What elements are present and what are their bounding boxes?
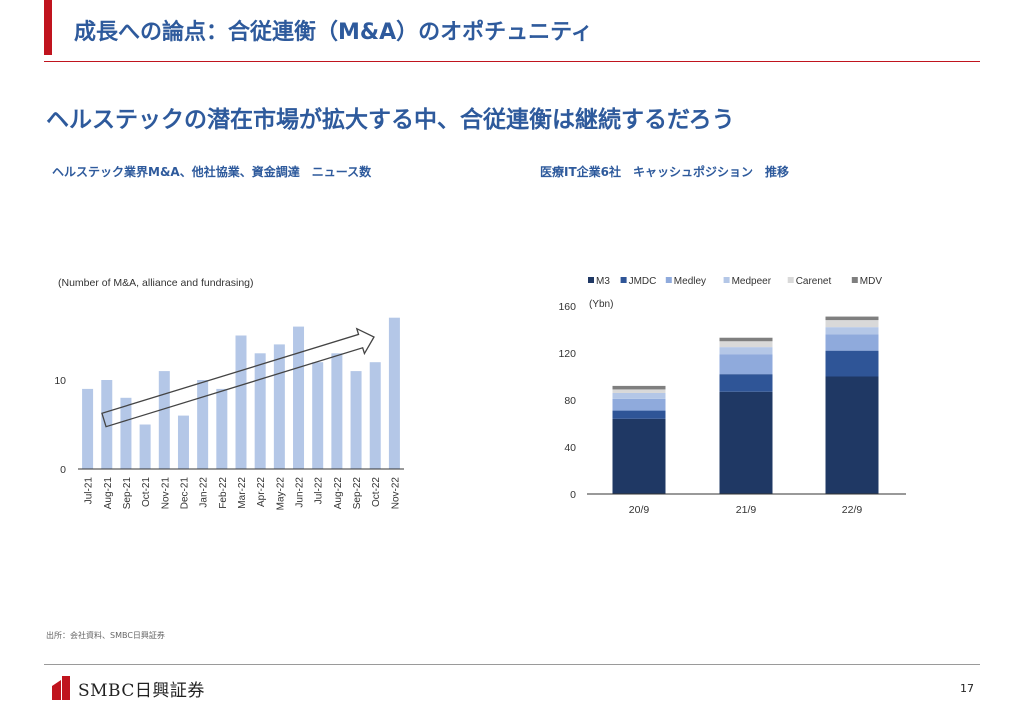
x-tick-label: 20/9 — [629, 504, 650, 516]
bar-segment-jmdc-20-9 — [612, 410, 666, 419]
x-tick-label: Apr-22 — [256, 477, 267, 507]
bar-jun-22 — [293, 326, 305, 469]
bar-jul-21 — [82, 388, 94, 469]
brand-logo: SMBC日興証券 — [52, 674, 205, 702]
bar-segment-m3-20-9 — [612, 418, 666, 494]
x-tick-label: Jun-22 — [295, 477, 306, 508]
y-tick-label: 0 — [60, 464, 66, 476]
bar-segment-mdv-22-9 — [825, 316, 879, 321]
legend-swatch-medpeer — [723, 277, 730, 283]
legend-label-jmdc: JMDC — [629, 276, 657, 287]
bar-segment-mdv-21-9 — [719, 337, 773, 342]
y-tick-label: 10 — [54, 375, 66, 387]
legend-swatch-mdv — [851, 277, 858, 283]
title-divider — [44, 61, 980, 62]
y-tick-label: 80 — [564, 395, 576, 407]
bar-segment-jmdc-21-9 — [719, 374, 773, 392]
bar-segment-medpeer-21-9 — [719, 347, 773, 355]
footer-divider — [44, 664, 980, 665]
legend-swatch-medley — [665, 277, 672, 283]
x-tick-label: Aug-22 — [333, 477, 344, 510]
bar-segment-m3-22-9 — [825, 376, 879, 494]
legend-label-medpeer: Medpeer — [732, 276, 772, 287]
bar-nov-22 — [388, 317, 400, 469]
bar-apr-22 — [254, 353, 266, 469]
bar-aug-21 — [101, 380, 113, 469]
legend-swatch-jmdc — [620, 277, 627, 283]
bar-sep-21 — [120, 397, 132, 469]
x-tick-label: Jan-22 — [199, 477, 210, 508]
legend-label-m3: M3 — [596, 276, 610, 287]
bar-segment-medpeer-22-9 — [825, 327, 879, 335]
bar-segment-carenet-22-9 — [825, 320, 879, 328]
slide-title: 成長への論点：合従連衡（M&A）のオポチュニティ — [74, 20, 593, 45]
title-accent-bar — [44, 0, 52, 55]
brand-mark-icon — [52, 676, 70, 700]
x-tick-label: 22/9 — [842, 504, 863, 516]
bar-oct-21 — [139, 424, 151, 469]
y-tick-label: 40 — [564, 442, 576, 454]
legend-swatch-m3 — [588, 277, 594, 283]
bar-nov-21 — [158, 371, 170, 469]
x-tick-label: May-22 — [275, 477, 286, 511]
legend-swatch-carenet — [787, 277, 794, 283]
bar-segment-jmdc-22-9 — [825, 350, 879, 377]
bar-aug-22 — [331, 353, 343, 469]
x-tick-label: Oct-22 — [371, 477, 382, 507]
slide-headline: ヘルステックの潜在市場が拡大する中、合従連衡は継続するだろう — [46, 107, 735, 133]
bar-segment-carenet-20-9 — [612, 389, 666, 393]
bar-jul-22 — [312, 362, 324, 469]
bar-sep-22 — [350, 371, 362, 469]
right-chart-unit: (Ybn) — [589, 299, 613, 310]
source-note: 出所：会社資料、SMBC日興証券 — [46, 631, 165, 640]
bar-segment-medley-21-9 — [719, 354, 773, 375]
bar-segment-medley-20-9 — [612, 398, 666, 411]
bar-feb-22 — [216, 388, 228, 469]
y-tick-label: 160 — [558, 301, 576, 313]
x-tick-label: Sep-21 — [122, 477, 133, 510]
x-tick-label: Jul-21 — [84, 477, 95, 505]
bar-segment-carenet-21-9 — [719, 341, 773, 348]
bar-dec-21 — [177, 415, 189, 469]
left-chart-subtitle: ヘルステック業界M&A、他社協業、資金調達 ニュース数 — [52, 165, 372, 179]
page-number: 17 — [960, 682, 974, 695]
right-chart-subtitle: 医療IT企業6社 キャッシュポジション 推移 — [540, 165, 790, 179]
legend-label-medley: Medley — [674, 276, 706, 287]
x-tick-label: 21/9 — [736, 504, 757, 516]
x-tick-label: Nov-21 — [160, 477, 171, 510]
x-tick-label: Oct-21 — [141, 477, 152, 507]
legend-label-mdv: MDV — [860, 276, 883, 287]
bar-oct-22 — [369, 362, 381, 469]
x-tick-label: Aug-21 — [103, 477, 114, 510]
x-tick-label: Jul-22 — [314, 477, 325, 505]
bar-may-22 — [273, 344, 285, 469]
x-tick-label: Dec-21 — [179, 477, 190, 510]
x-tick-label: Nov-22 — [390, 477, 401, 510]
bar-segment-medley-22-9 — [825, 334, 879, 351]
brand-name: SMBC日興証券 — [78, 680, 205, 701]
bar-jan-22 — [197, 380, 209, 469]
x-tick-label: Sep-22 — [352, 477, 363, 510]
legend-label-carenet: Carenet — [796, 276, 832, 287]
left-chart-note: (Number of M&A, alliance and fundrasing) — [58, 277, 254, 289]
bar-segment-m3-21-9 — [719, 391, 773, 494]
trend-arrow — [101, 327, 375, 428]
bar-segment-medpeer-20-9 — [612, 392, 666, 399]
bar-segment-mdv-20-9 — [612, 385, 666, 390]
x-tick-label: Feb-22 — [218, 477, 229, 509]
bar-mar-22 — [235, 335, 247, 469]
x-tick-label: Mar-22 — [237, 477, 248, 509]
y-tick-label: 120 — [558, 348, 576, 360]
y-tick-label: 0 — [570, 489, 576, 501]
